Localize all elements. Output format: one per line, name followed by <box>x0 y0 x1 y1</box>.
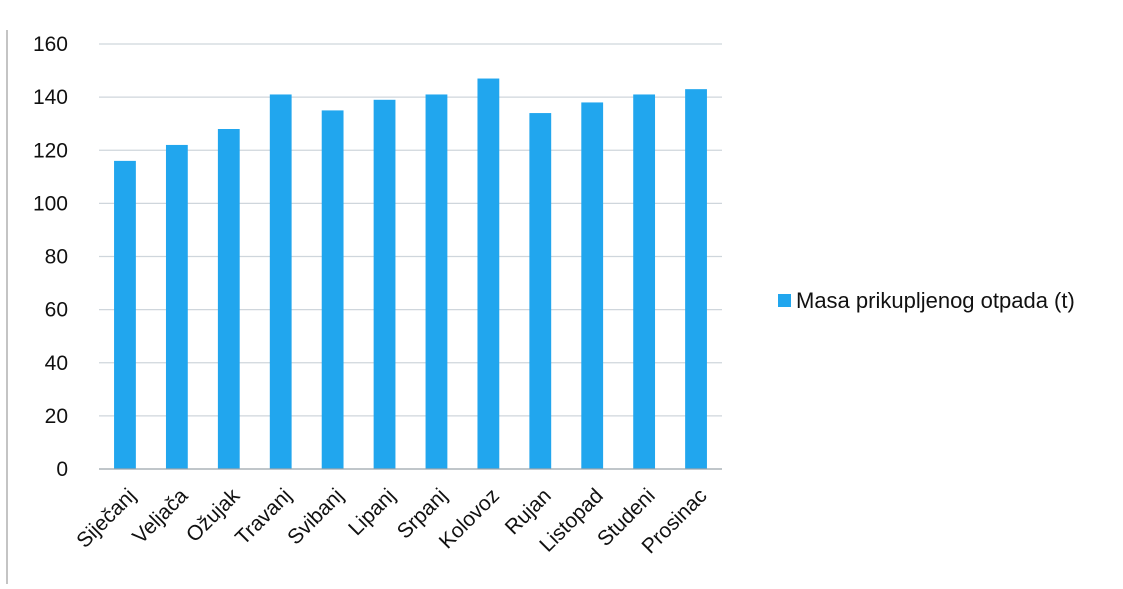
bar <box>685 89 707 469</box>
bar <box>373 99 396 469</box>
y-axis-ticks: 0 20 40 60 80 100 120 140 160 <box>33 33 68 481</box>
bar <box>114 160 136 469</box>
x-tick-label: Travanj <box>231 484 296 549</box>
y-tick-label: 120 <box>33 139 68 162</box>
bar <box>321 110 344 469</box>
bar <box>165 144 188 469</box>
bar <box>425 94 448 469</box>
x-axis-ticks: SiječanjVeljačaOžujakTravanjSvibanjLipan… <box>72 484 711 558</box>
y-tick-label: 80 <box>45 246 68 269</box>
bars <box>114 78 707 469</box>
bar <box>477 78 500 469</box>
bar <box>269 94 292 469</box>
x-tick-label: Siječanj <box>72 484 140 552</box>
y-tick-label: 100 <box>33 192 68 215</box>
bar <box>217 129 240 469</box>
bar <box>581 102 604 469</box>
bar <box>633 94 656 469</box>
y-tick-label: 160 <box>33 33 68 56</box>
y-tick-label: 140 <box>33 86 68 109</box>
y-tick-label: 20 <box>45 405 68 428</box>
legend-label: Masa prikupljenog otpada (t) <box>796 288 1075 313</box>
y-tick-label: 40 <box>45 352 68 375</box>
legend: Masa prikupljenog otpada (t) <box>778 288 1075 313</box>
bar <box>529 113 552 469</box>
x-tick-label: Svibanj <box>283 484 348 549</box>
x-tick-label: Veljača <box>128 484 192 548</box>
y-tick-label: 60 <box>45 299 68 322</box>
x-tick-label: Lipanj <box>344 484 400 540</box>
legend-swatch <box>778 294 791 307</box>
y-tick-label: 0 <box>56 458 68 481</box>
gridlines <box>99 43 722 417</box>
